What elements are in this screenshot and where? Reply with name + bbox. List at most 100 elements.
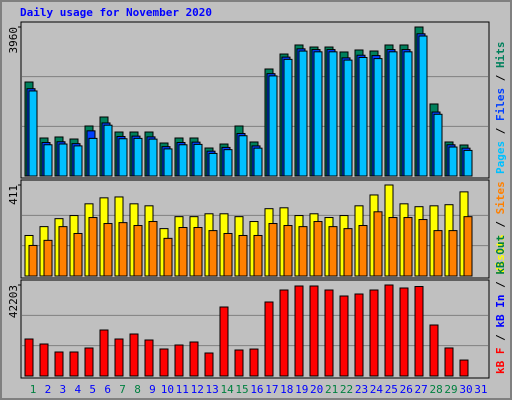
bar bbox=[283, 58, 293, 177]
y-tick-label: 411 bbox=[7, 185, 20, 205]
x-tick-label: 8 bbox=[134, 383, 141, 396]
legend-separator: / bbox=[494, 121, 507, 141]
bar bbox=[103, 223, 113, 277]
bar bbox=[339, 295, 349, 377]
bar bbox=[69, 351, 79, 377]
bar bbox=[403, 51, 413, 177]
bar bbox=[223, 232, 233, 277]
legend-entry: Sites bbox=[494, 181, 507, 214]
bar bbox=[279, 289, 289, 377]
x-tick-label: 4 bbox=[74, 383, 81, 396]
chart-title: Daily usage for November 2020 bbox=[20, 6, 212, 19]
legend-separator: / bbox=[494, 214, 507, 234]
legend: Visits / Sites bbox=[494, 181, 507, 274]
bar bbox=[208, 152, 218, 177]
bar bbox=[208, 230, 218, 277]
x-tick-label: 20 bbox=[310, 383, 323, 396]
bar bbox=[178, 144, 188, 177]
bar bbox=[448, 230, 458, 277]
legend-separator: / bbox=[494, 275, 507, 295]
bar bbox=[354, 293, 364, 377]
bar bbox=[433, 113, 443, 177]
bar bbox=[429, 324, 439, 377]
bar bbox=[43, 239, 53, 277]
x-tick-label: 28 bbox=[429, 383, 442, 396]
bar bbox=[84, 347, 94, 377]
x-tick-label: 14 bbox=[220, 383, 234, 396]
bar bbox=[448, 146, 458, 177]
bar bbox=[309, 285, 319, 377]
x-tick-label: 22 bbox=[340, 383, 353, 396]
x-tick-label: 31 bbox=[474, 383, 487, 396]
bar bbox=[133, 225, 143, 277]
bar bbox=[418, 35, 428, 177]
x-tick-label: 27 bbox=[415, 383, 428, 396]
legend-entry: kB Out bbox=[494, 235, 507, 275]
bar bbox=[24, 338, 34, 377]
x-tick-label: 24 bbox=[370, 383, 384, 396]
bar bbox=[103, 124, 113, 177]
bar bbox=[238, 135, 248, 177]
bar bbox=[234, 349, 244, 377]
bar bbox=[28, 244, 38, 277]
bar bbox=[298, 50, 308, 177]
bar bbox=[88, 137, 98, 177]
bar bbox=[39, 343, 49, 377]
bar bbox=[433, 230, 443, 277]
x-tick-label: 9 bbox=[149, 383, 156, 396]
bar bbox=[298, 226, 308, 277]
bar bbox=[223, 149, 233, 177]
x-tick-label: 7 bbox=[119, 383, 126, 396]
bar bbox=[459, 359, 469, 377]
bar bbox=[328, 51, 338, 177]
x-tick-label: 23 bbox=[355, 383, 368, 396]
bar bbox=[463, 149, 473, 177]
legend-separator: / bbox=[494, 68, 507, 88]
bar bbox=[204, 352, 214, 377]
bar bbox=[99, 329, 109, 377]
x-tick-label: 11 bbox=[176, 383, 189, 396]
x-tick-label: 15 bbox=[235, 383, 248, 396]
x-tick-label: 18 bbox=[280, 383, 293, 396]
bar bbox=[373, 58, 383, 177]
bar bbox=[58, 143, 68, 177]
bar bbox=[369, 289, 379, 377]
bar bbox=[358, 56, 368, 177]
x-tick-label: 10 bbox=[161, 383, 174, 396]
legend-entry: Visits bbox=[494, 234, 507, 274]
bar bbox=[219, 306, 229, 377]
bar bbox=[28, 90, 38, 177]
x-tick-label: 30 bbox=[459, 383, 472, 396]
bar bbox=[193, 143, 203, 177]
bar bbox=[159, 348, 169, 377]
bar bbox=[133, 137, 143, 177]
bar bbox=[148, 138, 158, 177]
bar bbox=[238, 234, 248, 277]
legend-entry: Pages bbox=[494, 141, 507, 174]
bar bbox=[253, 234, 263, 277]
bar bbox=[343, 59, 353, 177]
x-tick-label: 1 bbox=[30, 383, 37, 396]
bar bbox=[328, 226, 338, 277]
bar bbox=[373, 211, 383, 277]
bar bbox=[249, 348, 259, 377]
x-tick-label: 6 bbox=[104, 383, 111, 396]
x-tick-label: 26 bbox=[400, 383, 413, 396]
bar bbox=[283, 225, 293, 277]
bar bbox=[268, 223, 278, 277]
x-tick-label: 21 bbox=[325, 383, 338, 396]
bar bbox=[253, 147, 263, 177]
x-tick-label: 5 bbox=[89, 383, 96, 396]
bar bbox=[118, 222, 128, 277]
legend-separator: / bbox=[494, 328, 507, 348]
x-tick-label: 12 bbox=[191, 383, 204, 396]
bar bbox=[313, 51, 323, 177]
bar bbox=[148, 221, 158, 277]
bar bbox=[54, 351, 64, 377]
x-tick-label: 17 bbox=[265, 383, 278, 396]
bar bbox=[418, 219, 428, 277]
bar bbox=[313, 221, 323, 277]
x-tick-label: 16 bbox=[250, 383, 263, 396]
bar bbox=[178, 227, 188, 277]
bar bbox=[324, 289, 334, 377]
